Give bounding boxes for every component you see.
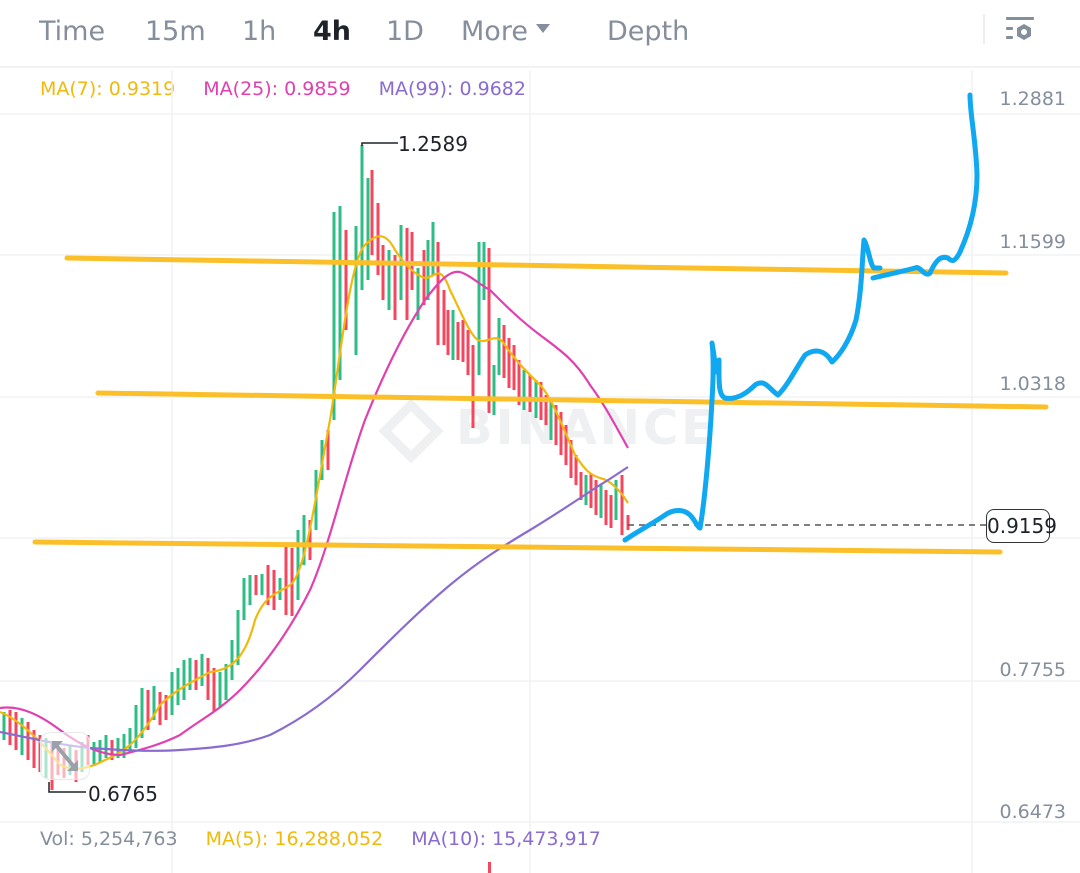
binance-watermark: BINANCE	[378, 398, 717, 464]
high-price-label: 1.2589	[398, 132, 468, 156]
candles	[2, 145, 630, 790]
tab-15m[interactable]: 15m	[145, 16, 206, 47]
volume-ma10-value: MA(10): 15,473,917	[411, 828, 601, 850]
ma7-value: MA(7): 0.9319	[40, 78, 176, 100]
expand-chart-button[interactable]	[40, 732, 90, 780]
timeframe-bar: Time 15m 1h 4h 1D More Depth	[0, 0, 1080, 68]
ma25-value: MA(25): 0.9859	[203, 78, 351, 100]
tab-more[interactable]: More	[461, 14, 550, 50]
tab-1d[interactable]: 1D	[386, 16, 424, 47]
price-axis-label: 1.0318	[999, 373, 1066, 395]
tab-4h[interactable]: 4h	[313, 16, 352, 47]
volume-bar	[488, 862, 491, 873]
tab-depth[interactable]: Depth	[607, 16, 690, 47]
chart-settings-icon[interactable]	[1004, 14, 1036, 46]
price-axis-label: 1.1599	[999, 231, 1066, 253]
support-resistance-lines	[32, 255, 1049, 555]
low-price-label: 0.6765	[88, 782, 158, 806]
ma99-line	[0, 466, 629, 752]
projected-path-drawing	[622, 92, 980, 543]
price-axis-label: 0.7755	[999, 659, 1066, 681]
volume-value: Vol: 5,254,763	[40, 828, 178, 850]
tab-more-label: More	[461, 16, 528, 47]
volume-ma5-value: MA(5): 16,288,052	[205, 828, 384, 850]
current-price-badge: 0.9159	[986, 509, 1057, 543]
price-axis-label: 0.6473	[999, 801, 1066, 823]
low-marker	[48, 782, 86, 793]
ma-indicators: MA(7): 0.9319 MA(25): 0.9859 MA(99): 0.9…	[40, 78, 548, 100]
tab-1h[interactable]: 1h	[242, 16, 277, 47]
chevron-down-icon	[535, 24, 550, 33]
ma7-line	[0, 235, 629, 770]
ma25-line	[0, 270, 629, 757]
divider	[983, 14, 985, 44]
price-axis-label: 1.2881	[999, 88, 1066, 110]
grid-lines	[0, 70, 1080, 873]
tab-time[interactable]: Time	[39, 16, 106, 47]
ma99-value: MA(99): 0.9682	[378, 78, 526, 100]
volume-indicators: Vol: 5,254,763 MA(5): 16,288,052 MA(10):…	[40, 828, 623, 850]
high-marker	[361, 142, 398, 146]
expand-arrows-icon	[52, 741, 78, 771]
